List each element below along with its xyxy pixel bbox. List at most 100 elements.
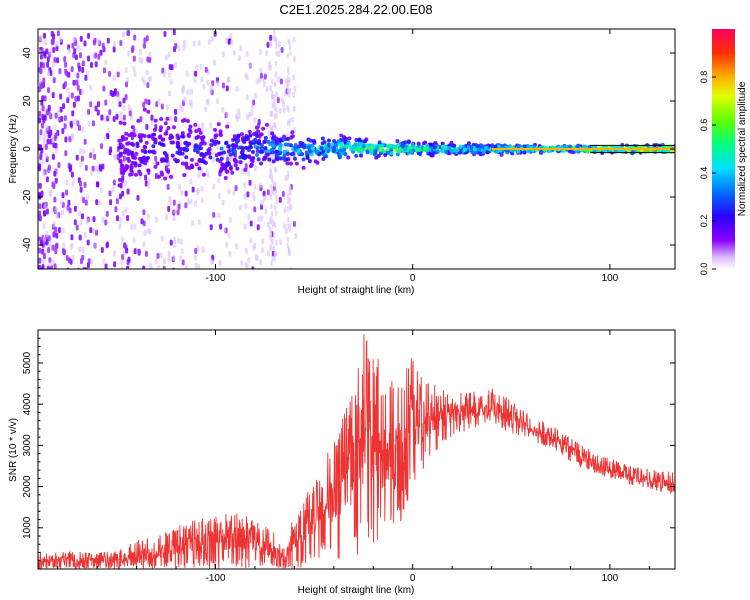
colorbar-tick-label: 0.0 bbox=[699, 263, 709, 276]
noise-blob bbox=[120, 259, 124, 266]
noise-blob bbox=[256, 224, 260, 231]
noise-blob bbox=[173, 108, 177, 115]
signal-blob bbox=[162, 151, 167, 156]
noise-blob bbox=[209, 122, 213, 129]
signal-blob bbox=[136, 118, 141, 123]
signal-blob bbox=[337, 139, 342, 144]
noise-blob bbox=[63, 81, 67, 88]
noise-blob bbox=[38, 110, 42, 117]
signal-blob bbox=[163, 121, 168, 126]
signal-blob bbox=[120, 144, 125, 149]
noise-blob bbox=[73, 205, 77, 212]
signal-blob bbox=[314, 150, 319, 155]
noise-blob bbox=[225, 85, 229, 92]
noise-blob bbox=[194, 262, 198, 269]
signal-blob bbox=[263, 146, 268, 151]
signal-blob bbox=[358, 153, 363, 158]
signal-blob bbox=[161, 157, 166, 162]
signal-blob bbox=[441, 144, 446, 149]
snr-marks bbox=[38, 334, 675, 569]
noise-blob bbox=[64, 150, 68, 157]
signal-blob bbox=[275, 157, 280, 162]
noise-blob bbox=[191, 220, 195, 227]
noise-blob bbox=[52, 77, 56, 84]
streak-blob bbox=[289, 51, 292, 57]
noise-blob bbox=[87, 258, 91, 265]
noise-blob bbox=[257, 118, 261, 125]
noise-blob bbox=[206, 79, 210, 86]
noise-blob bbox=[173, 241, 177, 248]
signal-blob bbox=[339, 133, 344, 138]
signal-blob bbox=[292, 156, 297, 161]
signal-blob bbox=[428, 142, 433, 147]
noise-blob bbox=[182, 39, 186, 46]
colorbar-tick-label: 0.4 bbox=[699, 167, 709, 180]
signal-blob bbox=[134, 151, 139, 156]
noise-blob bbox=[85, 218, 89, 225]
streak-blob bbox=[272, 181, 275, 187]
signal-blob bbox=[159, 142, 164, 147]
noise-blob bbox=[246, 113, 250, 120]
noise-blob bbox=[245, 74, 249, 81]
noise-blob bbox=[54, 142, 58, 149]
streak-blob bbox=[274, 204, 277, 210]
signal-blob bbox=[120, 134, 125, 139]
noise-blob bbox=[106, 37, 110, 44]
y-tick-label: 5000 bbox=[22, 351, 33, 374]
signal-blob bbox=[416, 141, 421, 146]
signal-blob bbox=[214, 133, 219, 138]
noise-blob bbox=[79, 180, 83, 187]
signal-blob bbox=[383, 152, 388, 157]
signal-blob bbox=[138, 138, 143, 143]
signal-blob bbox=[184, 155, 189, 160]
noise-blob bbox=[177, 45, 181, 52]
signal-blob bbox=[223, 175, 228, 180]
noise-blob bbox=[248, 63, 252, 70]
colorbar-tick-label: 0.8 bbox=[699, 71, 709, 84]
noise-blob bbox=[143, 37, 147, 44]
signal-blob bbox=[218, 159, 223, 164]
noise-blob bbox=[77, 65, 81, 72]
streak-blob bbox=[287, 154, 290, 160]
noise-blob bbox=[209, 84, 213, 91]
noise-blob bbox=[45, 230, 49, 237]
noise-blob bbox=[244, 247, 248, 254]
signal-blob bbox=[312, 139, 317, 144]
noise-blob bbox=[284, 175, 288, 182]
signal-blob bbox=[180, 161, 185, 166]
noise-blob bbox=[157, 264, 161, 269]
noise-blob bbox=[38, 135, 42, 142]
streak-blob bbox=[288, 92, 291, 98]
noise-blob bbox=[54, 226, 58, 233]
noise-blob bbox=[169, 78, 173, 85]
noise-blob bbox=[51, 244, 55, 251]
noise-blob bbox=[38, 247, 42, 254]
signal-blob bbox=[302, 145, 307, 150]
signal-blob bbox=[196, 134, 201, 139]
signal-blob bbox=[224, 140, 229, 145]
noise-blob bbox=[183, 96, 187, 103]
noise-blob bbox=[243, 182, 247, 189]
noise-blob bbox=[89, 84, 93, 91]
noise-blob bbox=[87, 55, 91, 62]
streak-blob bbox=[289, 153, 292, 159]
signal-blob bbox=[222, 166, 227, 171]
signal-blob bbox=[440, 141, 445, 146]
noise-blob bbox=[98, 164, 102, 171]
signal-blob bbox=[395, 139, 400, 144]
noise-blob bbox=[260, 200, 264, 207]
noise-blob bbox=[126, 265, 130, 269]
signal-blob bbox=[185, 143, 190, 148]
noise-blob bbox=[212, 211, 216, 218]
noise-blob bbox=[113, 153, 117, 160]
noise-blob bbox=[138, 56, 142, 63]
noise-blob bbox=[160, 103, 164, 110]
noise-blob bbox=[294, 233, 298, 240]
noise-blob bbox=[121, 210, 125, 217]
noise-blob bbox=[45, 239, 49, 246]
signal-blob bbox=[117, 145, 122, 150]
streak-blob bbox=[274, 122, 277, 128]
signal-blob bbox=[118, 158, 123, 163]
signal-blob bbox=[184, 161, 189, 166]
signal-blob bbox=[230, 170, 235, 175]
